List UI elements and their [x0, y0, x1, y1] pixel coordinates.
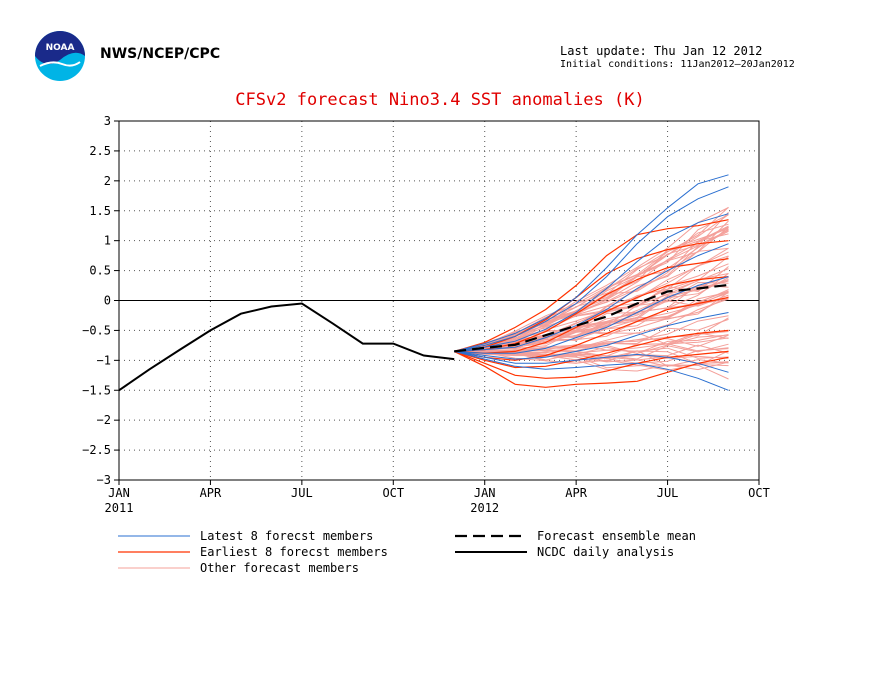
latest-member-line [454, 350, 729, 373]
latest-member-line [454, 243, 729, 352]
latest-member-line [454, 186, 729, 352]
legend: Latest 8 forecst members Earliest 8 forec… [118, 529, 696, 575]
y-tick-label: 3 [104, 114, 111, 128]
initial-conditions: Initial conditions: 11Jan2012–20Jan2012 [560, 59, 795, 70]
x-tick-label: JUL [291, 486, 313, 500]
earliest-member-line [454, 219, 729, 352]
noaa-logo: NOAA [34, 30, 86, 82]
y-tick-label: 2 [104, 174, 111, 188]
latest-member-line [454, 312, 729, 360]
x-tick-label: APR [565, 486, 587, 500]
last-update: Last update: Thu Jan 12 2012 [560, 44, 763, 58]
axes: −3−2.5−2−1.5−1−0.500.511.522.53JAN2011AP… [82, 114, 770, 515]
latest-members [454, 174, 729, 391]
earliest-member-line [454, 276, 729, 354]
x-tick-label: OCT [382, 486, 404, 500]
y-tick-label: −0.5 [82, 323, 111, 337]
chart-title: CFSv2 forecast Nino3.4 SST anomalies (K) [235, 90, 645, 110]
earliest-member-line [454, 329, 729, 369]
other-member-line [454, 206, 729, 352]
earliest-member-line [453, 350, 729, 388]
y-tick-label: 1.5 [89, 204, 111, 218]
x-tick-label: APR [200, 486, 222, 500]
y-tick-label: 0.5 [89, 264, 111, 278]
y-tick-label: 1 [104, 234, 111, 248]
other-member-line [454, 296, 729, 352]
x-tick-label: OCT [748, 486, 770, 500]
legend-label: Latest 8 forecst members [200, 529, 373, 543]
latest-member-line [454, 350, 729, 391]
earliest-member-line [453, 350, 729, 379]
other-member-line [454, 334, 729, 355]
latest-member-line [454, 174, 729, 352]
main-lines [118, 283, 729, 392]
y-tick-label: −3 [97, 473, 111, 487]
latest-member-line [454, 276, 729, 354]
other-member-line [454, 318, 729, 352]
x-tick-label: JUL [657, 486, 679, 500]
y-tick-label: 2.5 [89, 144, 111, 158]
other-member-line [454, 332, 729, 352]
legend-label: NCDC daily analysis [537, 545, 674, 559]
legend-label: Forecast ensemble mean [537, 529, 696, 543]
earliest-members [453, 219, 729, 388]
y-tick-label: −2 [97, 413, 111, 427]
y-tick-label: 0 [104, 294, 111, 308]
x-tick-label: JAN [108, 486, 130, 500]
earliest-member-line [454, 240, 729, 352]
y-tick-label: −1.5 [82, 383, 111, 397]
logo-text: NOAA [46, 43, 75, 53]
x-tick-sublabel: 2011 [105, 501, 134, 515]
y-tick-label: −2.5 [82, 443, 111, 457]
analysis-line [118, 302, 455, 392]
legend-label: Other forecast members [200, 561, 359, 575]
x-tick-label: JAN [474, 486, 496, 500]
latest-member-line [454, 213, 729, 352]
earliest-member-line [454, 296, 729, 361]
legend-label: Earliest 8 forecst members [200, 545, 388, 559]
x-tick-sublabel: 2012 [470, 501, 499, 515]
ensemble-mean-line [454, 283, 729, 353]
other-member-line [454, 350, 729, 380]
org-label: NWS/NCEP/CPC [100, 46, 221, 62]
y-tick-label: −1 [97, 353, 111, 367]
